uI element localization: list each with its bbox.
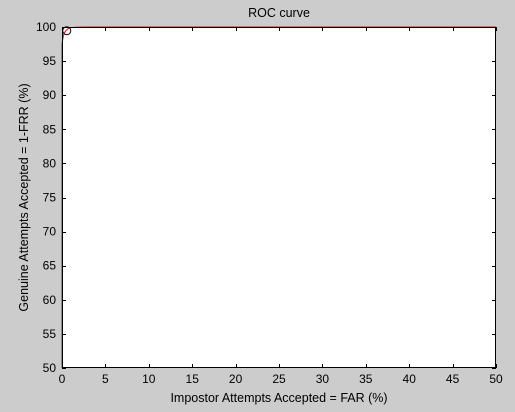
x-axis-label: Impostor Attempts Accepted = FAR (%) [170,391,387,405]
x-tick-label: 20 [229,372,243,386]
x-tick-label: 45 [446,372,460,386]
x-tick-label: 15 [186,372,200,386]
y-tick-label: 50 [43,361,57,375]
x-tick-label: 0 [59,372,66,386]
x-tick-label: 5 [102,372,109,386]
y-tick-label: 65 [43,259,57,273]
x-tick-label: 25 [272,372,286,386]
y-axis-label: Genuine Attempts Accepted = 1-FRR (%) [17,83,31,311]
y-tick-label: 95 [43,54,57,68]
chart-title: ROC curve [248,6,310,20]
x-tick-label: 40 [403,372,417,386]
x-tick-label: 10 [142,372,156,386]
x-tick-label: 35 [359,372,373,386]
y-tick-label: 75 [43,191,57,205]
y-tick-label: 80 [43,156,57,170]
x-tick-label: 50 [489,372,503,386]
axes-box [62,27,496,368]
plot-area [62,27,496,368]
y-tick-label: 85 [43,122,57,136]
y-tick-label: 90 [43,88,57,102]
y-tick-labels: 50 55 60 65 70 75 80 85 90 95 100 [36,20,56,375]
y-tick-label: 55 [43,327,57,341]
y-tick-label: 100 [36,20,56,34]
x-tick-labels: 0 5 10 15 20 25 30 35 40 45 50 [59,372,503,386]
y-tick-label: 70 [43,225,57,239]
x-tick-label: 30 [316,372,330,386]
y-tick-label: 60 [43,293,57,307]
